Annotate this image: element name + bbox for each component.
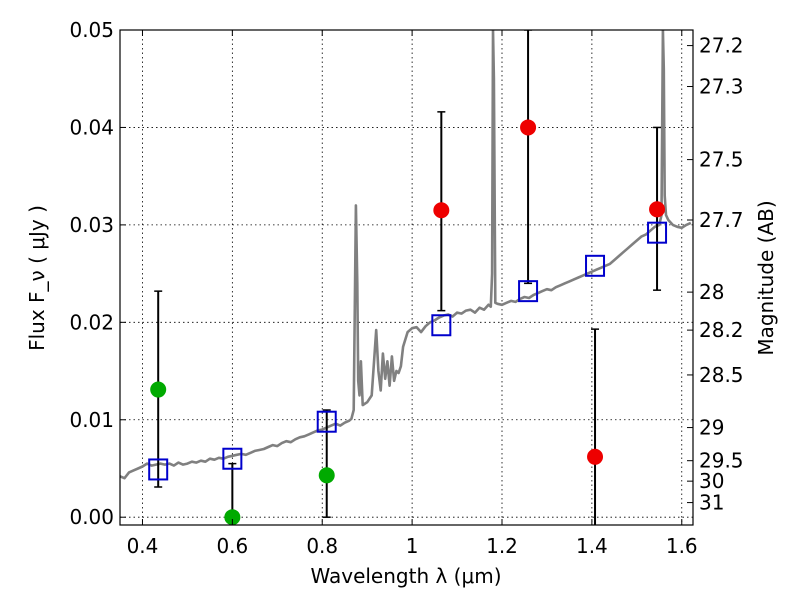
model-square xyxy=(431,314,452,337)
y-tick-label: 0.04 xyxy=(69,115,114,139)
data-point xyxy=(520,119,537,136)
y-tick-label: 0.03 xyxy=(69,213,114,237)
model-square xyxy=(647,221,668,244)
y-tick-label: 0.02 xyxy=(69,310,114,334)
x-tick-label: 0.4 xyxy=(127,534,159,558)
data-point xyxy=(433,202,450,219)
right-tick-label: 29 xyxy=(699,416,724,440)
y-axis-label: Flux F_ν ( μJy ) xyxy=(25,205,49,351)
model-square xyxy=(316,410,337,433)
plot-area xyxy=(120,30,692,525)
right-tick-label: 27.2 xyxy=(699,34,744,58)
x-axis-label: Wavelength λ (μm) xyxy=(310,564,501,588)
data-point xyxy=(318,467,335,484)
right-tick-label: 31 xyxy=(699,491,724,515)
y-tick-label: 0.05 xyxy=(69,18,114,42)
data-point xyxy=(649,201,666,218)
right-tick-label: 27.7 xyxy=(699,208,744,232)
x-tick-label: 1.4 xyxy=(576,534,608,558)
model-square xyxy=(148,458,169,481)
x-tick-label: 1.6 xyxy=(666,534,698,558)
right-tick-label: 28.2 xyxy=(699,318,744,342)
model-square xyxy=(585,254,606,277)
plot-frame xyxy=(119,29,694,526)
y-tick-label: 0.01 xyxy=(69,408,114,432)
x-tick-label: 1.2 xyxy=(486,534,518,558)
model-square xyxy=(222,447,243,470)
x-tick-label: 1 xyxy=(406,534,419,558)
right-tick-label: 27.5 xyxy=(699,148,744,172)
right-tick-label: 28.5 xyxy=(699,363,744,387)
right-tick-label: 30 xyxy=(699,469,724,493)
axis-ticks: 0.4 0.6 0.8 1 1.2 1.4 1.6 0.00 0.01 0.02 0.03 0.04 0… xyxy=(69,18,743,558)
right-tick-label: 27.3 xyxy=(699,75,744,99)
data-point xyxy=(150,381,167,398)
data-point xyxy=(587,448,604,465)
spectrum-line xyxy=(120,30,692,480)
grid xyxy=(120,29,693,525)
right-tick-label: 29.5 xyxy=(699,449,744,473)
x-tick-label: 0.8 xyxy=(306,534,338,558)
y-tick-label: 0.00 xyxy=(69,505,114,529)
right-tick-label: 28 xyxy=(699,280,724,304)
model-square xyxy=(518,280,539,303)
right-axis-label: Magnitude (AB) xyxy=(754,200,778,355)
x-tick-label: 0.6 xyxy=(216,534,248,558)
